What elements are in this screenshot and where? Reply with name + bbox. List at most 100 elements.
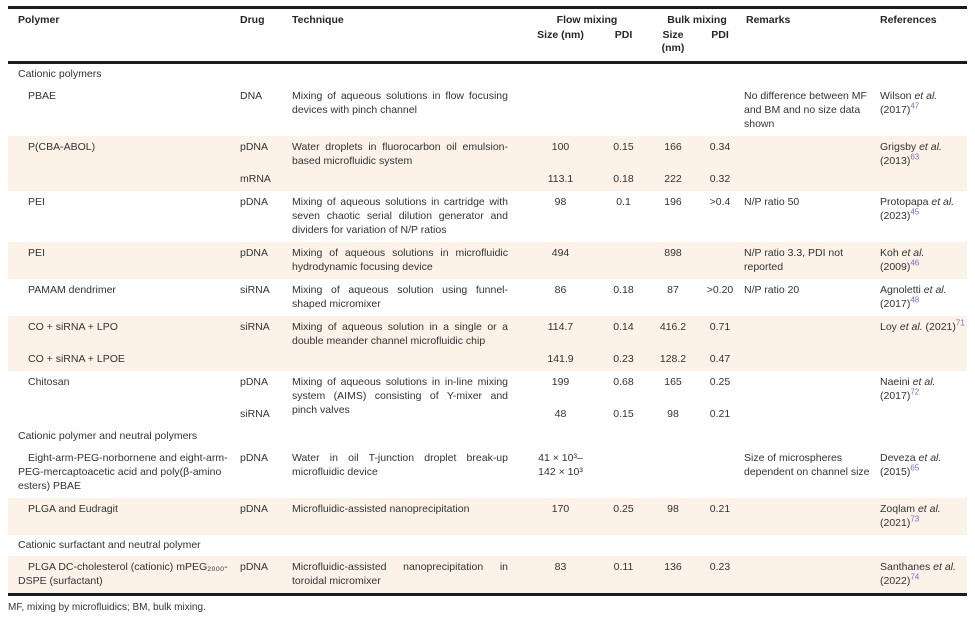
cell-drug-value: siRNA (240, 408, 270, 420)
cell-bulk-pdi-value: 0.71 (709, 321, 731, 333)
cell-technique: Water in oil T-junction droplet break-up… (292, 452, 508, 478)
cell-drug-value: pDNA (240, 247, 269, 259)
cell-flow-size (524, 89, 597, 131)
header-polymer: Polymer (18, 14, 60, 26)
cell-remarks (744, 375, 880, 421)
header-flow-size: Size (nm) (537, 29, 584, 41)
cell-flow-pdi-value: 0.1 (616, 196, 631, 208)
polymer-name-line: CO + siRNA + LPOE (28, 353, 125, 365)
reference-etal: et al. (923, 284, 947, 296)
cell-bulk-size-value: 136 (664, 561, 682, 573)
cell-flow-pdi-value (597, 451, 650, 465)
cell-bulk-pdi-value: 0.23 (709, 561, 731, 573)
cell-technique: Mixing of aqueous solutions in microflui… (292, 247, 508, 273)
cell-bulk-size (650, 451, 696, 493)
cell-remarks: No difference between MF and BM and no s… (744, 90, 867, 130)
table-bottom-rule (8, 593, 967, 596)
cell-technique: Microfluidic-assisted nanoprecipitation … (292, 561, 508, 587)
cell-flow-pdi: 0.68 0.15 (597, 375, 650, 421)
cell-drug-value: pDNA (240, 376, 269, 388)
cell-drug: pDNA mRNA (240, 140, 292, 186)
cell-polymer: PEI (8, 246, 240, 274)
cell-technique: Microfluidic-assisted nanoprecipitation (292, 503, 470, 515)
header-technique: Technique (292, 14, 344, 26)
cell-drug-value: DNA (240, 90, 263, 102)
cell-bulk-pdi-value: >0.20 (706, 284, 734, 296)
polymer-name: PAMAM dendrimer (28, 284, 116, 296)
header-bottom-rule (8, 61, 967, 64)
cell-reference: Naeini et al. (2017)72 (880, 376, 936, 402)
citation-link[interactable]: 73 (910, 514, 920, 524)
cell-flow-size: 83 (524, 560, 597, 588)
polymer-name: Chitosan (28, 376, 70, 388)
cell-reference: Loy et al. (2021)71 (880, 318, 965, 333)
cell-drug-value: siRNA (240, 284, 270, 296)
cell-remarks: Size of microspheres dependent on channe… (744, 452, 870, 478)
cell-bulk-size-value: 196 (664, 196, 682, 208)
cell-drug-value: mRNA (240, 173, 271, 185)
cell-flow-pdi: 0.25 (597, 502, 650, 530)
table-header: Polymer Drug Technique Flow mixing Bulk … (8, 9, 967, 61)
cell-flow-pdi: 0.15 0.18 (597, 140, 650, 186)
citation-link[interactable]: 45 (910, 207, 920, 217)
cell-drug-value: pDNA (240, 503, 269, 515)
cell-reference: Grigsby et al. (2013)63 (880, 141, 942, 167)
citation-link[interactable]: 48 (910, 295, 920, 305)
cell-technique: Mixing of aqueous solutions in in-line m… (292, 376, 508, 416)
header-bulk-mixing: Bulk mixing (667, 14, 727, 26)
cell-flow-size: 114.7 141.9 (524, 320, 597, 366)
header-bulk-size: Size (nm) (661, 29, 685, 54)
table-top-rule (8, 6, 967, 9)
cell-remarks (744, 560, 880, 588)
polymer-name: PEI (28, 196, 45, 208)
cell-flow-size: 41 × 10³– 142 × 10³ (524, 451, 597, 493)
reference-etal: et al. (918, 452, 942, 464)
cell-drug: pDNA (240, 195, 292, 237)
cell-drug-value: pDNA (240, 196, 269, 208)
cell-bulk-size-value: 128.2 (659, 353, 687, 365)
table-body: Cationic polymers PBAE DNA Mixing of aqueou… (8, 64, 967, 593)
cell-bulk-pdi-value (696, 246, 744, 260)
cell-flow-size: 170 (524, 502, 597, 530)
citation-link[interactable]: 63 (910, 152, 920, 162)
cell-flow-pdi: 0.1 (597, 195, 650, 237)
cell-flow-size-value: 48 (554, 408, 567, 420)
cell-flow-pdi (597, 89, 650, 131)
section-row: Cationic polymers (18, 68, 102, 80)
citation-link[interactable]: 72 (910, 387, 920, 397)
cell-bulk-size-value: 416.2 (659, 321, 687, 333)
cell-bulk-pdi: >0.20 (696, 283, 744, 311)
cell-remarks (744, 502, 880, 530)
cell-flow-size-value: 170 (551, 503, 570, 515)
cell-bulk-pdi: 0.23 (696, 560, 744, 588)
cell-drug-value: pDNA (240, 452, 269, 464)
reference-etal: et al. (917, 503, 941, 515)
reference-etal: et al. (919, 141, 942, 153)
cell-bulk-size: 416.2 128.2 (650, 320, 696, 366)
citation-link[interactable]: 47 (910, 101, 920, 111)
citation-link[interactable]: 46 (910, 258, 920, 268)
citation-link[interactable]: 74 (910, 572, 920, 582)
cell-bulk-size-value (650, 89, 696, 103)
citation-link[interactable]: 65 (910, 463, 920, 473)
cell-bulk-pdi (696, 451, 744, 493)
cell-bulk-pdi-value: 0.21 (709, 503, 731, 515)
cell-reference: Zoqlam et al. (2021)73 (880, 503, 941, 529)
cell-flow-pdi (597, 246, 650, 274)
cell-polymer: Chitosan (8, 375, 240, 421)
cell-flow-size: 494 (524, 246, 597, 274)
cell-drug: pDNA siRNA (240, 375, 292, 421)
reference-etal: et al. (914, 90, 938, 102)
cell-technique: Mixing of aqueous solution in a single o… (292, 321, 508, 347)
cell-bulk-pdi-value (696, 89, 744, 103)
cell-flow-size-value: 114.7 (547, 321, 574, 333)
cell-bulk-pdi-value: 0.34 (709, 141, 731, 153)
table-row: PAMAM dendrimer siRNA Mixing of aqueous so… (8, 279, 967, 316)
cell-bulk-size: 87 (650, 283, 696, 311)
cell-drug: siRNA (240, 320, 292, 366)
header-drug: Drug (240, 14, 265, 26)
cell-technique: Water droplets in fluorocarbon oil emuls… (292, 141, 508, 167)
cell-bulk-size-value: 98 (667, 408, 679, 420)
citation-link[interactable]: 71 (955, 318, 965, 328)
cell-drug-value: pDNA (240, 561, 269, 573)
